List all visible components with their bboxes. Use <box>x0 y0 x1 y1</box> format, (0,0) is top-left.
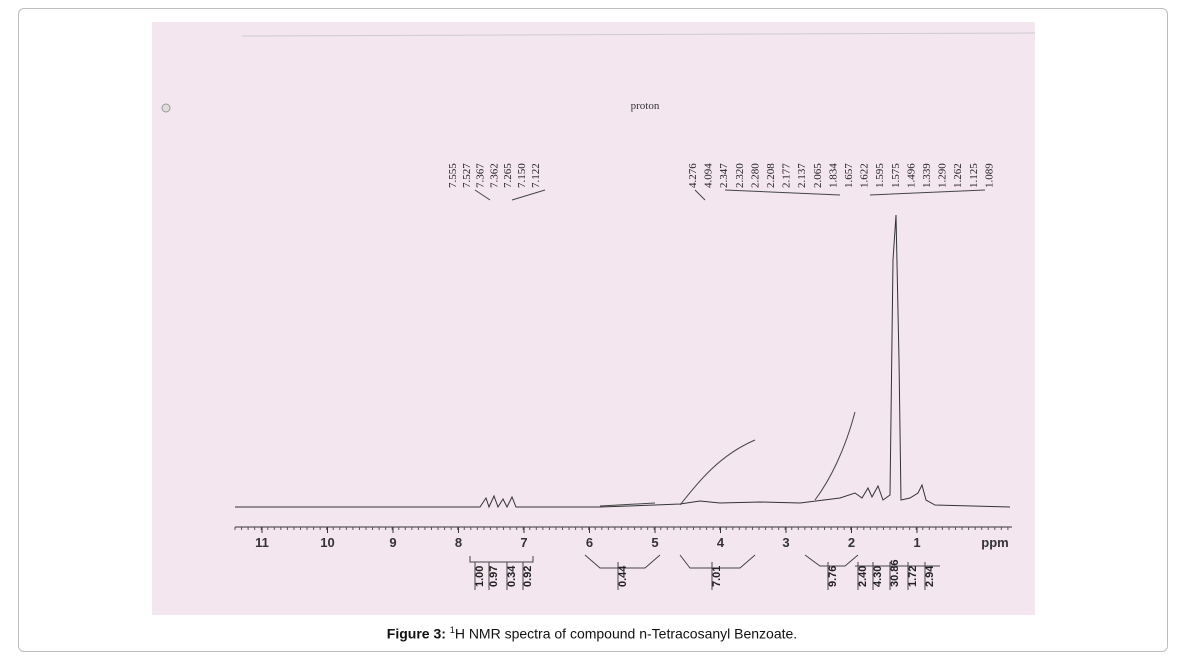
peak-label: 1.575 <box>890 163 902 188</box>
axis-tick-label: 1 <box>913 535 920 550</box>
axis-tick-label: 8 <box>455 535 462 550</box>
caption-sup: 1 <box>449 625 455 635</box>
peak-leaders <box>474 189 546 201</box>
peak-label: 7.362 <box>488 163 500 188</box>
peak-label: 2.177 <box>781 163 793 188</box>
integral-curve <box>599 502 656 507</box>
peak-label: 1.290 <box>937 163 949 188</box>
scan-background <box>152 22 1035 615</box>
peak-label: 7.367 <box>475 163 487 188</box>
axis-unit: ppm <box>981 535 1008 550</box>
integral-label: 1.00 <box>474 566 486 587</box>
integral-label: 7.01 <box>711 566 723 587</box>
axis-tick-label: 6 <box>586 535 593 550</box>
integral-label: 0.44 <box>617 565 629 587</box>
peak-label: 7.527 <box>461 163 473 188</box>
peak-label: 1.657 <box>843 163 855 188</box>
integral-brackets <box>469 554 940 569</box>
peak-label: 7.150 <box>516 163 528 188</box>
figure-frame <box>18 8 1168 652</box>
axis-tick-label: 7 <box>520 535 527 550</box>
axis-tick-label: 5 <box>651 535 658 550</box>
axis-tick-label: 10 <box>320 535 334 550</box>
scan-edge <box>241 32 1036 37</box>
peak-label: 2.280 <box>749 163 761 188</box>
axis-tick-label: 4 <box>717 535 725 550</box>
peak-leaders <box>694 189 986 201</box>
integral-curve <box>814 411 856 501</box>
scan-hole <box>161 103 171 113</box>
peak-label: 7.122 <box>530 163 542 188</box>
peak-label: 1.622 <box>859 163 871 188</box>
peak-label: 1.089 <box>983 163 995 188</box>
peak-label: 1.125 <box>968 163 980 188</box>
figure-caption: Figure 3: 1H NMR spectra of compound n-T… <box>0 625 1184 642</box>
peak-label: 2.065 <box>812 163 824 188</box>
peak-label: 2.208 <box>765 163 777 188</box>
peak-label: 1.496 <box>905 163 917 188</box>
integral-label: 2.94 <box>924 565 936 587</box>
integral-curve <box>679 439 756 506</box>
caption-text: H NMR spectra of compound n-Tetracosanyl… <box>454 625 798 642</box>
axis-tick-label: 2 <box>848 535 855 550</box>
integral-label: 9.76 <box>827 566 839 587</box>
integral-label: 0.97 <box>488 566 500 587</box>
axis-tick-label: 9 <box>389 535 396 550</box>
peak-label: 1.595 <box>874 163 886 188</box>
integral-label: 2.40 <box>857 566 869 587</box>
peak-label: 1.262 <box>952 163 964 188</box>
integral-label: 1.72 <box>907 566 919 587</box>
peak-label: 7.555 <box>447 163 459 188</box>
integral-label: 0.92 <box>522 566 534 587</box>
spectrum-trace <box>235 214 1011 509</box>
integral-label: 4.30 <box>872 566 884 587</box>
peak-label: 1.339 <box>921 163 933 188</box>
peak-label: 1.834 <box>827 163 839 188</box>
axis-tick-label: 3 <box>782 535 789 550</box>
peak-label: 4.094 <box>703 163 715 188</box>
peak-label: 2.320 <box>734 163 746 188</box>
axis-tick-label: 11 <box>255 535 269 550</box>
peak-label: 2.137 <box>796 163 808 188</box>
peak-label: 2.347 <box>718 163 730 188</box>
peak-label: 7.265 <box>502 163 514 188</box>
integral-label: 30.86 <box>889 559 901 587</box>
spectrum-title: proton <box>631 100 660 112</box>
peak-label: 4.276 <box>687 163 699 188</box>
caption-label: Figure 3: <box>386 625 446 642</box>
integral-label: 0.34 <box>506 565 518 587</box>
